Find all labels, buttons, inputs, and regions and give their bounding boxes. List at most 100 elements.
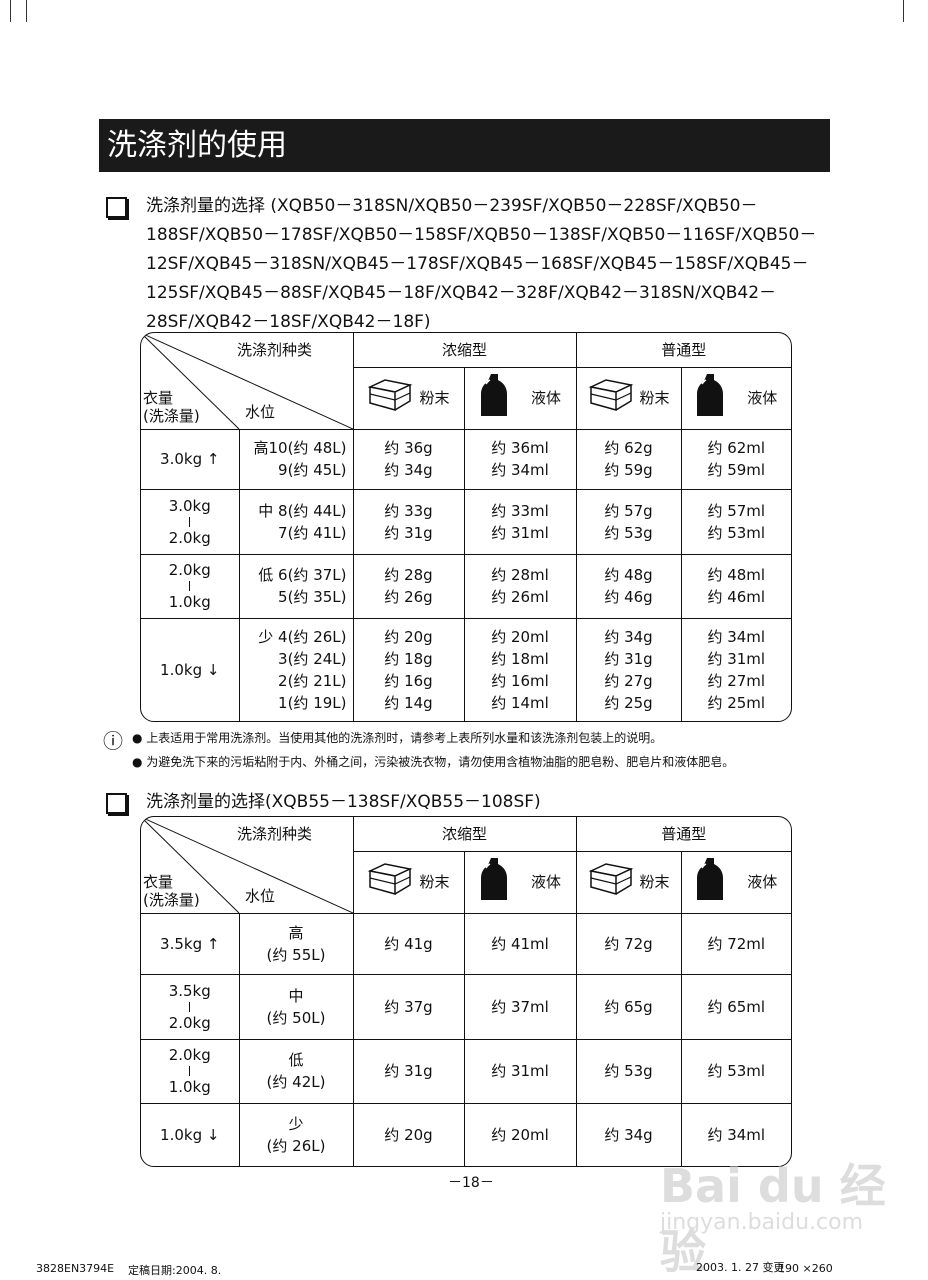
load-cell: 3.5kg 2.0kg — [141, 973, 240, 1040]
load-cell: 3.0kg ↑ — [141, 428, 240, 490]
footer-code: 3828EN3794E — [36, 1262, 115, 1275]
watermark-logo: Bai du 经验 — [660, 1159, 886, 1279]
powder-header: 粉末 — [575, 366, 682, 430]
powder-box-icon — [588, 377, 634, 419]
amount-cell: 约 36ml 约 34ml — [463, 428, 577, 490]
amount-cell: 约 37g — [352, 973, 465, 1040]
diagonal-header-cell: 洗涤剂种类 衣量 (洗涤量) 水位 — [141, 817, 354, 914]
liquid-bottle-icon — [695, 856, 725, 908]
water-level-cell: 少 (约 26L) — [238, 1102, 354, 1166]
amount-cell: 约 62g 约 59g — [575, 428, 682, 490]
detergent-type-label: 洗涤剂种类 — [237, 825, 313, 843]
amount-cell: 约 28ml 约 26ml — [463, 553, 577, 619]
water-level-cell: 低 6(约 37L) 5(约 35L) — [238, 553, 354, 619]
table-row: 3.5kg ↑ 高 (约 55L) 约 41g 约 41ml 约 72g 约 72ml — [141, 912, 791, 975]
load-cell: 2.0kg 1.0kg — [141, 1038, 240, 1104]
load-cell: 3.5kg ↑ — [141, 912, 240, 975]
load-cell: 1.0kg ↓ — [141, 617, 240, 721]
water-level-cell: 少 4(约 26L) 3(约 24L) 2(约 21L) 1(约 19L) — [238, 617, 354, 721]
detergent-table-1: 洗涤剂种类 衣量 (洗涤量) 水位 浓缩型 普通型 粉末 液体 粉末 液体 3.0kg ↑ 高… — [140, 332, 792, 722]
load-cell: 2.0kg 1.0kg — [141, 553, 240, 619]
amount-cell: 约 48g 约 46g — [575, 553, 682, 619]
note-2: ● 为避免洗下来的污垢粘附于内、外桶之间，污染被洗衣物，请勿使用含植物油脂的肥皂… — [132, 755, 735, 769]
amount-cell: 约 20ml — [463, 1102, 577, 1166]
amount-cell: 约 20ml 约 18ml 约 16ml 约 14ml — [463, 617, 577, 721]
table-row: 3.5kg 2.0kg 中 (约 50L) 约 37g 约 37ml 约 65g 约 65ml — [141, 973, 791, 1040]
amount-cell: 约 33ml 约 31ml — [463, 488, 577, 555]
amount-cell: 约 48ml 约 46ml — [680, 553, 791, 619]
amount-cell: 约 57ml 约 53ml — [680, 488, 791, 555]
amount-cell: 约 53g — [575, 1038, 682, 1104]
caution-icon: ⓘ — [103, 729, 123, 753]
regular-header: 普通型 — [575, 333, 791, 368]
water-level-cell: 高 (约 55L) — [238, 912, 354, 975]
liquid-header: 液体 — [680, 366, 791, 430]
powder-box-icon — [367, 861, 413, 903]
table: 洗涤剂种类 衣量 (洗涤量) 水位 浓缩型 普通型 粉末 液体 粉末 液体 3.0kg ↑ 高… — [141, 333, 791, 721]
powder-header: 粉末 — [353, 850, 465, 914]
powder-header: 粉末 — [575, 850, 682, 914]
amount-cell: 约 20g 约 18g 约 16g 约 14g — [352, 617, 465, 721]
footer-size: 190 ×260 — [778, 1262, 833, 1275]
concentrated-header: 浓缩型 — [352, 817, 577, 852]
checkbox-icon — [106, 793, 127, 814]
water-level-label: 水位 — [245, 403, 276, 421]
section1-heading: 洗涤剂量的选择 (XQB50－318SN/XQB50－239SF/XQB50－2… — [106, 192, 836, 337]
amount-cell: 约 62ml 约 59ml — [680, 428, 791, 490]
detergent-table-2: 洗涤剂种类 衣量 (洗涤量) 水位 浓缩型 普通型 粉末 液体 粉末 液体 3.5kg ↑ 高… — [140, 816, 792, 1167]
amount-cell: 约 34ml 约 31ml 约 27ml 约 25ml — [680, 617, 791, 721]
table-row: 2.0kg 1.0kg 低 6(约 37L) 5(约 35L) 约 28g 约 26g 约 … — [141, 553, 791, 619]
section2-heading: 洗涤剂量的选择(XQB55－138SF/XQB55－108SF) — [106, 788, 836, 817]
amount-cell: 约 72g — [575, 912, 682, 975]
amount-cell: 约 31ml — [463, 1038, 577, 1104]
water-level-cell: 中 (约 50L) — [238, 973, 354, 1040]
load-cell: 3.0kg 2.0kg — [141, 488, 240, 555]
table-row: 1.0kg ↓ 少 4(约 26L) 3(约 24L) 2(约 21L) 1(约 19L… — [141, 617, 791, 721]
powder-box-icon — [588, 861, 634, 903]
water-level-cell: 低 (约 42L) — [238, 1038, 354, 1104]
water-level-label: 水位 — [245, 887, 276, 905]
amount-cell: 约 65g — [575, 973, 682, 1040]
amount-cell: 约 31g — [352, 1038, 465, 1104]
amount-cell: 约 65ml — [680, 973, 791, 1040]
regular-header: 普通型 — [575, 817, 791, 852]
amount-cell: 约 53ml — [680, 1038, 791, 1104]
water-level-cell: 中 8(约 44L) 7(约 41L) — [238, 488, 354, 555]
liquid-header: 液体 — [463, 366, 577, 430]
load-cell: 1.0kg ↓ — [141, 1102, 240, 1166]
load-label: 衣量 (洗涤量) — [143, 873, 200, 909]
amount-cell: 约 41g — [352, 912, 465, 975]
note-1: ● 上表适用于常用洗涤剂。当使用其他的洗涤剂时，请参考上表所列水量和该洗涤剂包装… — [132, 731, 663, 745]
liquid-bottle-icon — [479, 372, 509, 424]
liquid-bottle-icon — [695, 372, 725, 424]
detergent-type-label: 洗涤剂种类 — [237, 341, 313, 359]
powder-box-icon — [367, 377, 413, 419]
amount-cell: 约 72ml — [680, 912, 791, 975]
footer-date: 定稿日期:2004. 8. — [128, 1264, 222, 1277]
page-title: 洗涤剂的使用 — [99, 119, 830, 172]
watermark-url: jingyan.baidu.com — [660, 1210, 864, 1235]
amount-cell: 约 20g — [352, 1102, 465, 1166]
amount-cell: 约 34g 约 31g 约 27g 约 25g — [575, 617, 682, 721]
amount-cell: 约 37ml — [463, 973, 577, 1040]
liquid-header: 液体 — [680, 850, 791, 914]
table-row: 3.0kg ↑ 高10(约 48L) 9(约 45L) 约 36g 约 34g 约 36m… — [141, 428, 791, 490]
checkbox-icon — [106, 197, 127, 218]
concentrated-header: 浓缩型 — [352, 333, 577, 368]
footer-change: 2003. 1. 27 变更 — [696, 1261, 785, 1274]
page-number: －18－ — [448, 1175, 494, 1191]
load-label: 衣量 (洗涤量) — [143, 389, 200, 425]
amount-cell: 约 34g — [575, 1102, 682, 1166]
table-row: 2.0kg 1.0kg 低 (约 42L) 约 31g 约 31ml 约 53g 约 53ml — [141, 1038, 791, 1104]
water-level-cell: 高10(约 48L) 9(约 45L) — [238, 428, 354, 490]
liquid-header: 液体 — [463, 850, 577, 914]
amount-cell: 约 33g 约 31g — [352, 488, 465, 555]
powder-header: 粉末 — [353, 366, 465, 430]
amount-cell: 约 57g 约 53g — [575, 488, 682, 555]
diagonal-header-cell: 洗涤剂种类 衣量 (洗涤量) 水位 — [141, 333, 354, 430]
liquid-bottle-icon — [479, 856, 509, 908]
amount-cell: 约 34ml — [680, 1102, 791, 1166]
amount-cell: 约 41ml — [463, 912, 577, 975]
amount-cell: 约 36g 约 34g — [352, 428, 465, 490]
